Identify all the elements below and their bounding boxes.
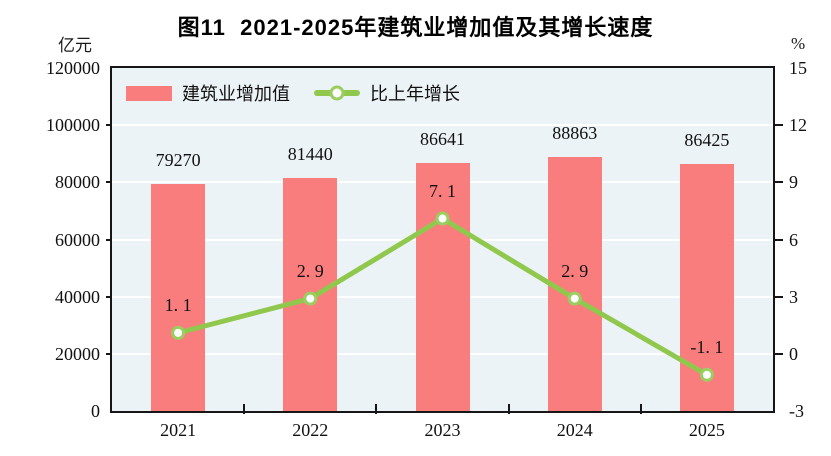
y-axis-tick-label-right: 9 (789, 172, 798, 193)
line-point-marker (435, 211, 450, 226)
growth-line-layer (171, 211, 714, 382)
line-point-marker (699, 367, 714, 382)
plot-area: 建筑业增加值 比上年增长 79270 81440 86641 88863 86425 1.… (110, 66, 775, 413)
y-axis-tick-label-left: 80000 (55, 172, 100, 193)
legend-bar-label: 建筑业增加值 (182, 84, 290, 104)
bar-value-label: 88863 (552, 122, 598, 143)
gridline (112, 124, 773, 127)
x-axis-tick (243, 404, 246, 414)
x-axis-label: 2023 (424, 420, 461, 440)
legend-bar-swatch (126, 85, 172, 101)
bar (151, 184, 206, 411)
point-value-label: 1. 1 (164, 294, 192, 315)
y-axis-tick-label-left: 100000 (46, 115, 100, 136)
x-axis-label: 2025 (688, 420, 725, 440)
x-axis-tick (375, 404, 378, 414)
legend: 建筑业增加值 比上年增长 (126, 80, 460, 106)
line-point-marker (567, 291, 582, 306)
bar-value-label: 86425 (684, 129, 730, 150)
x-axis-tick (639, 404, 642, 414)
point-value-label: 2. 9 (561, 260, 589, 281)
x-axis-tick (507, 404, 510, 414)
y-axis-tick-label-right: 0 (789, 343, 798, 364)
x-axis-label: 2024 (556, 420, 593, 440)
legend-line-label: 比上年增长 (370, 84, 460, 104)
right-axis-tick (769, 238, 783, 241)
y-axis-tick-label-right: 15 (789, 58, 807, 78)
x-axis-label: 2022 (292, 420, 329, 440)
y-axis-tick-label-left: 40000 (55, 286, 100, 307)
growth-line (175, 216, 710, 378)
bar-value-label: 81440 (287, 144, 333, 165)
y-axis-tick-label-left: 0 (91, 401, 100, 421)
line-point-marker (171, 325, 186, 340)
y-axis-tick-label-left: 60000 (55, 229, 100, 250)
point-value-label: -1. 1 (690, 336, 724, 357)
bar-value-label: 86641 (420, 129, 465, 150)
y-axis-tick-label-left: 120000 (46, 58, 100, 78)
right-axis-unit-label: % (791, 34, 806, 53)
bar (547, 156, 602, 411)
line-point-marker (303, 291, 318, 306)
y-axis-tick-label-right: 3 (789, 286, 798, 307)
y-axis-tick-label-right: -3 (789, 401, 804, 421)
y-axis-tick-label-right: 6 (789, 229, 798, 250)
point-value-label: 7. 1 (429, 180, 456, 201)
left-axis-unit-label: 亿元 (58, 36, 92, 55)
bar-value-label: 79270 (155, 150, 201, 171)
point-value-label: 2. 9 (296, 260, 324, 281)
right-axis-tick (769, 124, 783, 127)
x-axis-label: 2021 (160, 420, 197, 440)
y-axis-tick-label-right: 12 (789, 115, 807, 136)
chart-title: 图11 2021-2025年建筑业增加值及其增长速度 (177, 15, 654, 40)
right-axis-tick (769, 295, 783, 298)
y-axis-tick-label-left: 20000 (55, 343, 100, 364)
right-axis-tick (769, 181, 783, 184)
bar (415, 163, 470, 411)
right-axis-tick (769, 352, 783, 355)
legend-line-swatch (314, 85, 360, 101)
legend-line-marker-icon (329, 85, 345, 101)
